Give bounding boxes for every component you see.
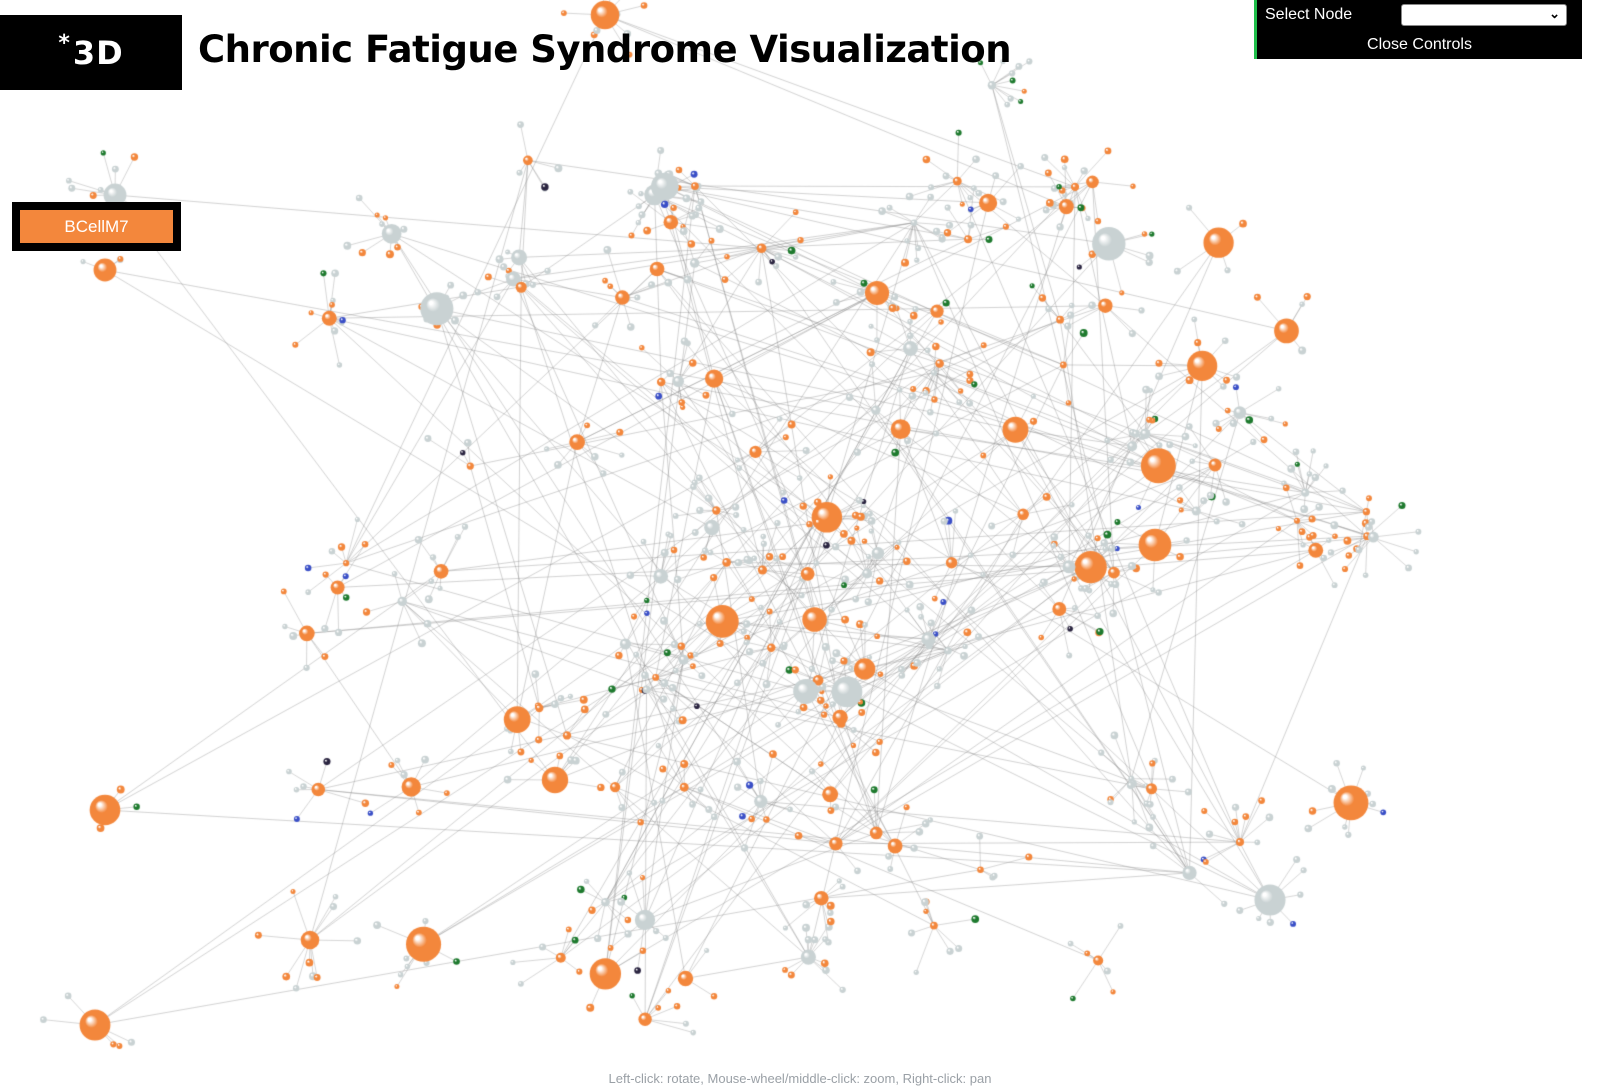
controls-panel: Select Node ⌄ Close Controls [1254, 0, 1582, 59]
page-title: Chronic Fatigue Syndrome Visualization [198, 28, 1012, 71]
selected-node-tag[interactable]: BCellM7 [12, 202, 181, 251]
navigation-hint: Left-click: rotate, Mouse-wheel/middle-c… [608, 1071, 992, 1086]
logo-3d: * 3D [0, 15, 182, 90]
node-select-dropdown[interactable]: ⌄ [1401, 4, 1567, 26]
select-node-label: Select Node [1265, 6, 1353, 23]
close-controls-button[interactable]: Close Controls [1367, 36, 1472, 53]
logo-text: 3D [72, 33, 124, 72]
selected-node-label: BCellM7 [20, 210, 173, 243]
logo-star: * [58, 31, 71, 56]
chevron-down-icon: ⌄ [1549, 6, 1560, 21]
